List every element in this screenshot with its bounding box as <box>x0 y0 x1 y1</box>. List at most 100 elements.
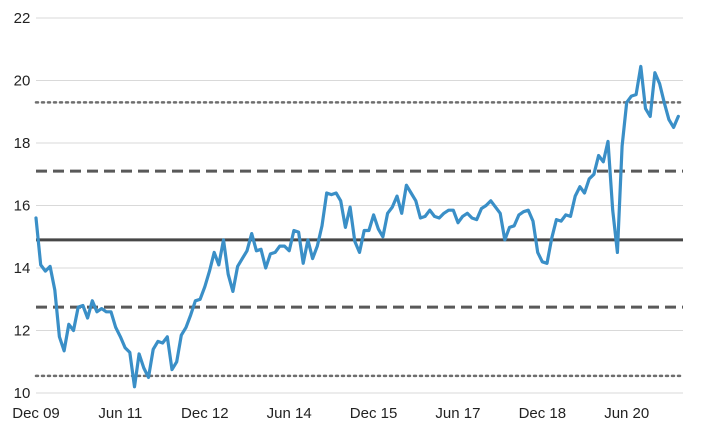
data-point <box>217 263 220 267</box>
data-point <box>330 193 333 196</box>
data-point <box>62 349 66 352</box>
data-point <box>484 204 488 207</box>
data-point <box>527 209 530 212</box>
data-point <box>109 310 113 313</box>
data-point <box>550 237 553 240</box>
data-point <box>428 209 431 212</box>
data-point <box>574 194 577 198</box>
data-point <box>95 310 99 313</box>
data-point <box>438 216 441 220</box>
data-point <box>353 240 356 243</box>
data-point <box>311 257 314 260</box>
data-point <box>555 218 558 221</box>
data-point <box>288 249 291 252</box>
data-point <box>72 329 75 332</box>
data-point <box>161 341 164 345</box>
x-tick-label: Dec 09 <box>12 405 60 422</box>
data-point <box>363 229 366 232</box>
y-tick-label: 16 <box>14 198 31 215</box>
y-tick-label: 22 <box>14 10 31 27</box>
data-point <box>419 216 422 220</box>
data-point <box>461 215 464 218</box>
data-point <box>250 232 253 235</box>
gridlines <box>36 17 683 394</box>
y-tick-labels: 10 12 14 16 18 20 22 <box>14 10 31 402</box>
data-point <box>639 65 642 68</box>
data-point <box>499 212 502 215</box>
data-point <box>489 199 492 202</box>
data-point <box>147 376 150 379</box>
data-point <box>44 269 47 273</box>
data-point <box>409 191 413 195</box>
data-point <box>592 173 596 176</box>
data-point <box>198 298 202 301</box>
data-point <box>578 185 582 188</box>
reference-lines <box>34 101 685 378</box>
data-point <box>414 199 417 202</box>
data-point <box>508 226 511 229</box>
data-point <box>339 199 342 202</box>
data-point <box>175 360 178 363</box>
y-tick-label: 14 <box>14 260 31 277</box>
data-point <box>452 209 455 212</box>
data-point <box>381 235 385 238</box>
data-point <box>386 212 389 215</box>
data-point <box>367 229 371 232</box>
x-tick-label: Dec 15 <box>350 405 398 422</box>
data-point <box>517 213 521 217</box>
data-point <box>616 251 619 254</box>
data-point <box>264 266 267 270</box>
data-point <box>203 285 206 288</box>
series-line <box>34 64 680 389</box>
data-point <box>470 216 474 220</box>
data-point <box>677 115 680 118</box>
data-point <box>531 219 535 223</box>
data-point <box>292 229 296 232</box>
y-tick-label: 20 <box>14 73 31 90</box>
data-point <box>236 265 239 268</box>
data-point <box>564 213 567 217</box>
data-point <box>672 126 675 129</box>
y-tick-label: 18 <box>14 135 31 152</box>
data-point <box>302 262 305 265</box>
data-point <box>325 191 328 195</box>
data-point <box>466 212 469 215</box>
x-tick-label: Dec 12 <box>181 405 229 422</box>
data-point <box>152 348 155 351</box>
data-point <box>663 101 666 104</box>
data-point <box>81 304 85 307</box>
data-point <box>344 226 347 229</box>
data-point <box>316 244 319 248</box>
data-point <box>123 346 127 349</box>
data-point <box>597 154 600 157</box>
data-point <box>400 212 403 215</box>
data-point <box>100 307 103 310</box>
data-point <box>119 335 122 338</box>
data-point <box>653 71 657 74</box>
data-point <box>606 140 610 143</box>
data-point <box>649 115 652 118</box>
data-point <box>611 209 614 212</box>
data-point <box>208 269 211 273</box>
data-point <box>245 249 249 252</box>
data-point <box>588 177 591 181</box>
data-point <box>213 251 216 254</box>
data-point <box>503 238 506 242</box>
data-point <box>137 352 141 356</box>
data-point <box>194 299 197 302</box>
data-point <box>297 230 300 234</box>
data-point <box>442 212 446 215</box>
data-point <box>86 316 89 320</box>
data-point <box>456 221 460 224</box>
data-point <box>620 144 624 148</box>
data-point <box>545 262 549 265</box>
data-point <box>269 252 272 256</box>
data-point <box>156 340 160 343</box>
data-point <box>480 207 483 210</box>
data-point <box>377 227 380 231</box>
data-point <box>569 215 572 218</box>
x-tick-labels: Dec 09 Jun 11 Dec 12 Jun 14 Dec 15 Jun 17 Dec … <box>12 405 649 422</box>
data-point <box>184 326 188 329</box>
y-tick-label: 10 <box>14 385 31 402</box>
data-point <box>541 260 544 263</box>
